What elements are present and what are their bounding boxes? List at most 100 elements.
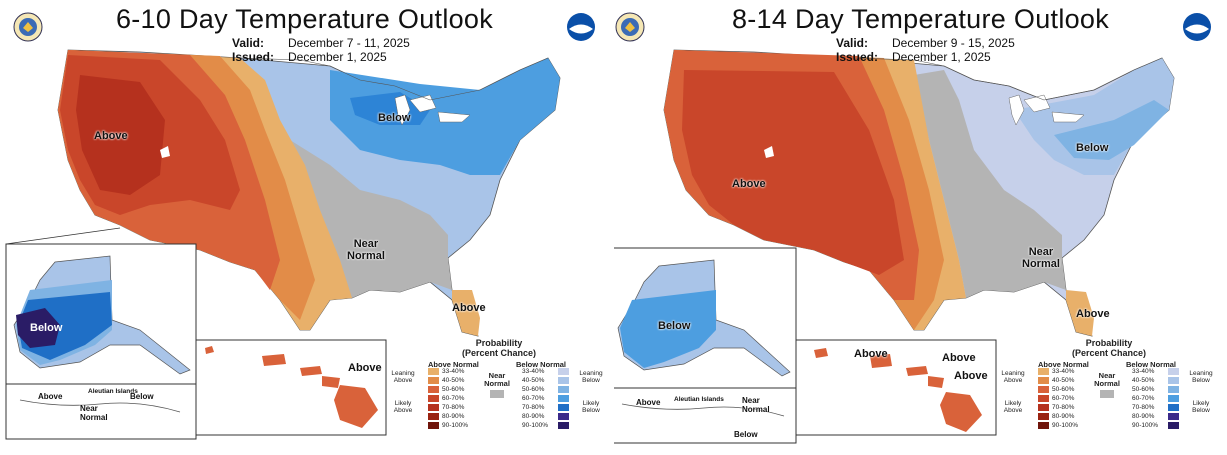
legend-title: Probability (Percent Chance) bbox=[1071, 338, 1147, 358]
label-conus-below: Below bbox=[1076, 142, 1109, 154]
legend-above-header: Above Normal bbox=[1038, 360, 1089, 369]
legend-swatch-above bbox=[428, 395, 439, 402]
legend-label-above: 80-90% bbox=[442, 413, 465, 420]
legend-leaning-above: Leaning Above bbox=[1001, 370, 1025, 384]
label-conus-below: Below bbox=[378, 112, 411, 124]
legend-label-above: 60-70% bbox=[1052, 395, 1075, 402]
legend-swatch-below bbox=[558, 386, 569, 393]
legend-label-below: 33-40% bbox=[522, 368, 545, 375]
legend-label-below: 50-60% bbox=[1132, 386, 1155, 393]
legend-below-header: Below Normal bbox=[1126, 360, 1177, 369]
legend-leaning-below: Leaning Below bbox=[579, 370, 603, 384]
legend-swatch-below bbox=[558, 395, 569, 402]
hawaii-big-island bbox=[334, 385, 378, 428]
legend-swatch-above bbox=[428, 377, 439, 384]
legend-label-below: 80-90% bbox=[522, 413, 545, 420]
legend-below-header: Below Normal bbox=[516, 360, 567, 369]
legend-swatch-below bbox=[558, 413, 569, 420]
legend-label-below: 40-50% bbox=[522, 377, 545, 384]
legend-label-above: 40-50% bbox=[442, 377, 465, 384]
legend-label-above: 40-50% bbox=[1052, 377, 1075, 384]
legend-swatch-above bbox=[428, 404, 439, 411]
legend-label-below: 80-90% bbox=[1132, 413, 1155, 420]
legend-swatch-above bbox=[1038, 395, 1049, 402]
legend-swatch-above bbox=[428, 386, 439, 393]
legend-swatch-below bbox=[1168, 413, 1179, 420]
legend-swatch-above bbox=[1038, 404, 1049, 411]
outlook-map bbox=[5, 49, 561, 440]
legend-swatch-above bbox=[1038, 422, 1049, 429]
legend-label-below: 40-50% bbox=[1132, 377, 1155, 384]
legend-swatch-below bbox=[558, 368, 569, 375]
noaa-logo-icon bbox=[1183, 13, 1211, 41]
label-aleutian-islands: Aleutian Islands bbox=[88, 388, 138, 395]
legend-swatch-above bbox=[428, 368, 439, 375]
legend-label-above: 90-100% bbox=[1052, 422, 1079, 429]
label-aleutian-above: Above bbox=[636, 398, 661, 407]
legend-swatch-above bbox=[1038, 386, 1049, 393]
legend-likely-above: Likely Above bbox=[1003, 400, 1023, 414]
legend-label-above: 60-70% bbox=[442, 395, 465, 402]
legend-above-header: Above Normal bbox=[428, 360, 479, 369]
legend-near-swatch bbox=[490, 390, 504, 398]
legend-label-below: 70-80% bbox=[522, 404, 545, 411]
commerce-seal-icon bbox=[615, 12, 645, 42]
legend-swatch-below bbox=[1168, 386, 1179, 393]
legend-near-label: Near Normal bbox=[1094, 371, 1120, 388]
commerce-seal-icon bbox=[13, 12, 43, 42]
label-hawaii: Above bbox=[348, 362, 382, 374]
label-aleutian-below: Below bbox=[130, 392, 154, 401]
outlook-panel-6-10: 6-10 Day Temperature Outlook Valid: Decem… bbox=[0, 0, 609, 455]
legend-swatch-below bbox=[1168, 422, 1179, 429]
legend-label-above: 33-40% bbox=[1052, 368, 1075, 375]
probability-legend: Probability (Percent Chance) Above Normal… bbox=[998, 338, 1224, 438]
label-alaska: Below bbox=[658, 320, 691, 332]
legend-leaning-below: Leaning Below bbox=[1189, 370, 1213, 384]
legend-label-below: 60-70% bbox=[522, 395, 545, 402]
legend-likely-above: Likely Above bbox=[393, 400, 413, 414]
label-aleutian-near: Near Normal bbox=[80, 404, 108, 422]
legend-label-below: 60-70% bbox=[1132, 395, 1155, 402]
label-hawaii-3: Above bbox=[954, 370, 988, 382]
legend-label-above: 50-60% bbox=[442, 386, 465, 393]
legend-leaning-above: Leaning Above bbox=[391, 370, 415, 384]
legend-swatch-below bbox=[1168, 368, 1179, 375]
validity-info: Valid: December 9 - 15, 2025 Issued: Decem… bbox=[836, 36, 1015, 64]
label-conus-near: Near Normal bbox=[347, 238, 385, 262]
legend-label-below: 70-80% bbox=[1132, 404, 1155, 411]
legend-swatch-above bbox=[428, 413, 439, 420]
label-hawaii-2: Above bbox=[942, 352, 976, 364]
legend-label-below: 50-60% bbox=[522, 386, 545, 393]
legend-swatch-below bbox=[1168, 395, 1179, 402]
legend-label-above: 33-40% bbox=[442, 368, 465, 375]
legend-label-above: 70-80% bbox=[442, 404, 465, 411]
legend-swatch-below bbox=[558, 377, 569, 384]
legend-label-above: 70-80% bbox=[1052, 404, 1075, 411]
legend-near-swatch bbox=[1100, 390, 1114, 398]
outlook-map bbox=[614, 49, 1175, 444]
legend-label-below: 90-100% bbox=[522, 422, 549, 429]
label-alaska: Below bbox=[30, 322, 63, 334]
legend-title: Probability (Percent Chance) bbox=[461, 338, 537, 358]
label-florida: Above bbox=[1076, 308, 1110, 320]
legend-swatch-below bbox=[1168, 404, 1179, 411]
legend-label-above: 50-60% bbox=[1052, 386, 1075, 393]
legend-near-label: Near Normal bbox=[484, 371, 510, 388]
probability-legend: Probability (Percent Chance) Above Normal… bbox=[388, 338, 606, 438]
legend-swatch-below bbox=[558, 404, 569, 411]
label-conus-above: Above bbox=[732, 178, 766, 190]
legend-likely-below: Likely Below bbox=[582, 400, 600, 414]
legend-swatch-below bbox=[558, 422, 569, 429]
legend-label-below: 90-100% bbox=[1132, 422, 1159, 429]
legend-likely-below: Likely Below bbox=[1192, 400, 1210, 414]
label-hawaii-1: Above bbox=[854, 348, 888, 360]
legend-label-above: 90-100% bbox=[442, 422, 469, 429]
legend-swatch-above bbox=[428, 422, 439, 429]
legend-swatch-above bbox=[1038, 413, 1049, 420]
page-title: 8-14 Day Temperature Outlook bbox=[731, 4, 1110, 34]
label-conus-near: Near Normal bbox=[1022, 246, 1060, 270]
hawaii-big-island bbox=[940, 392, 982, 432]
label-florida: Above bbox=[452, 302, 486, 314]
legend-swatch-above bbox=[1038, 368, 1049, 375]
outlook-panel-8-14: 8-14 Day Temperature Outlook Valid: Decem… bbox=[614, 0, 1227, 455]
